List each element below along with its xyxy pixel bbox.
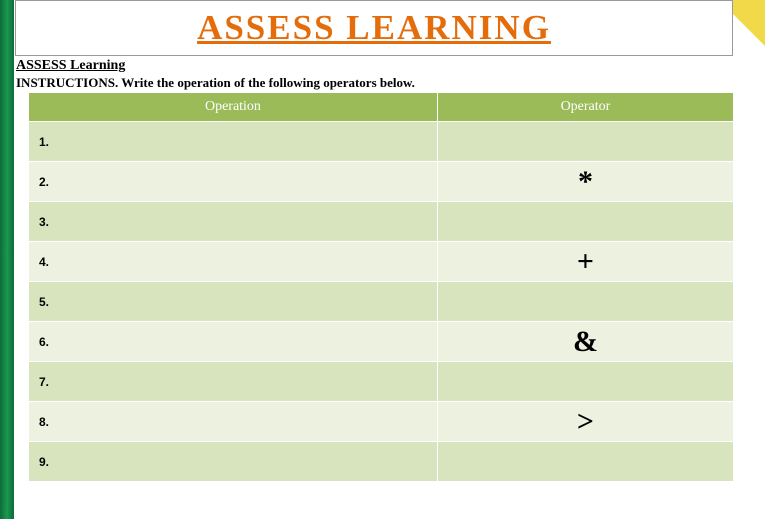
operator-cell <box>437 442 733 482</box>
instructions: INSTRUCTIONS. Write the operation of the… <box>16 75 415 91</box>
table-column-header: Operation <box>29 93 438 122</box>
row-number-cell: 3. <box>29 202 438 242</box>
table-row: 5. <box>29 282 734 322</box>
row-number-cell: 8. <box>29 402 438 442</box>
row-number-cell: 1. <box>29 122 438 162</box>
table-row: 7. <box>29 362 734 402</box>
row-number-cell: 9. <box>29 442 438 482</box>
table-row: 8.> <box>29 402 734 442</box>
row-number-cell: 4. <box>29 242 438 282</box>
operator-cell: > <box>437 402 733 442</box>
table-header-row: OperationOperator <box>29 93 734 122</box>
operator-cell: + <box>437 242 733 282</box>
operator-cell <box>437 202 733 242</box>
table-body: 1.2.*3.4.+5.6.&7.8.>9. <box>29 122 734 482</box>
operator-cell <box>437 362 733 402</box>
operator-cell: * <box>437 162 733 202</box>
operators-table-wrap: OperationOperator 1.2.*3.4.+5.6.&7.8.>9. <box>28 92 734 482</box>
operator-cell <box>437 282 733 322</box>
table-row: 9. <box>29 442 734 482</box>
operator-cell: & <box>437 322 733 362</box>
left-accent-bar <box>0 0 14 519</box>
operator-cell <box>437 122 733 162</box>
row-number-cell: 5. <box>29 282 438 322</box>
table-column-header: Operator <box>437 93 733 122</box>
title-box: ASSESS LEARNING <box>15 0 733 56</box>
table-row: 3. <box>29 202 734 242</box>
table-row: 6.& <box>29 322 734 362</box>
operators-table: OperationOperator 1.2.*3.4.+5.6.&7.8.>9. <box>28 92 734 482</box>
table-row: 2.* <box>29 162 734 202</box>
table-row: 1. <box>29 122 734 162</box>
row-number-cell: 2. <box>29 162 438 202</box>
row-number-cell: 6. <box>29 322 438 362</box>
row-number-cell: 7. <box>29 362 438 402</box>
subtitle: ASSESS Learning <box>16 58 415 74</box>
page-title: ASSESS LEARNING <box>197 8 551 48</box>
table-row: 4.+ <box>29 242 734 282</box>
